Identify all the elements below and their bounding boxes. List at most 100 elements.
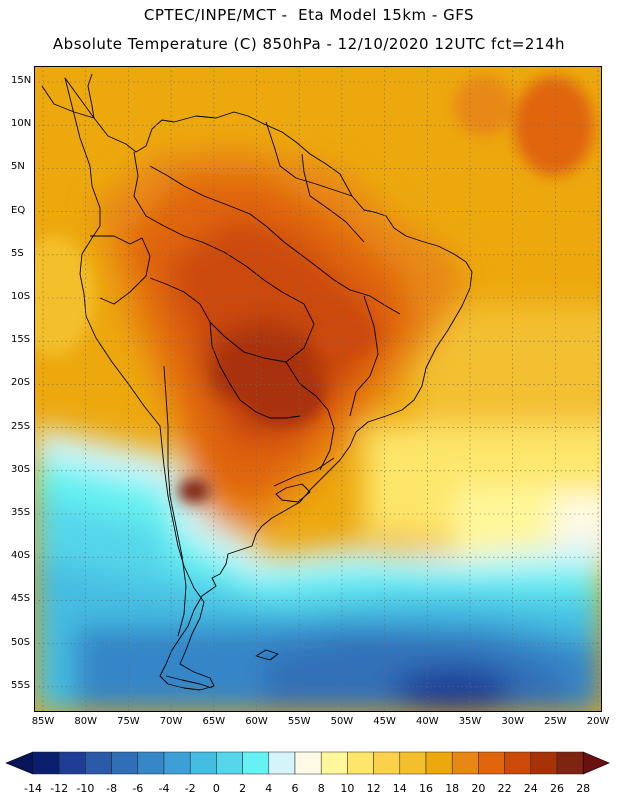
colorbar-swatch [189, 751, 217, 775]
longitude-label: 35W [458, 716, 482, 727]
border-colombia [133, 151, 265, 281]
temperature-map [34, 66, 602, 712]
colorbar-swatch [373, 751, 401, 775]
colorbar-swatch [163, 751, 191, 775]
latitude-label: 10S [11, 291, 31, 302]
colorbar [5, 751, 610, 775]
central-america-coastline [41, 85, 95, 119]
colorbar-swatch [320, 751, 348, 775]
border-bolivia-peru [149, 277, 315, 363]
latitude-label: 30S [11, 463, 31, 475]
colorbar-swatch [268, 751, 296, 775]
colorbar-tick-label: 0 [212, 782, 220, 795]
colorbar-swatch [530, 751, 558, 775]
panama-isthmus [87, 73, 95, 119]
colorbar-swatch [451, 751, 479, 775]
colorbar-swatch [242, 751, 270, 775]
latitude-label: 50S [11, 636, 31, 648]
latitude-label: 45S [11, 593, 31, 605]
border-guyanas [265, 121, 353, 197]
latitude-label: 15S [11, 334, 31, 346]
colorbar-tick-label: 8 [317, 782, 325, 795]
colorbar-swatch [347, 751, 374, 775]
longitude-label: 25W [544, 716, 567, 727]
falkland-islands [255, 649, 279, 661]
map-canvas [34, 66, 602, 712]
longitude-label: 40W [415, 716, 439, 727]
latitude-label: 40S [11, 550, 31, 562]
colorbar-swatch [399, 751, 427, 775]
colorbar-swatch [111, 751, 139, 775]
colorbar-tick-label: 16 [419, 782, 433, 795]
colorbar-swatch [478, 751, 505, 775]
map-title-line-2: Absolute Temperature (C) 850hPa - 12/10/… [52, 35, 566, 53]
south-america-coastline [64, 77, 473, 691]
graticule [34, 66, 602, 712]
tierra-del-fuego [165, 675, 213, 689]
latitude-label: 5N [11, 161, 25, 173]
map-title-line-1: CPTEC/INPE/MCT - Eta Model 15km - GFS [143, 6, 475, 24]
latitude-label: 35S [11, 507, 31, 518]
colorbar-swatch [32, 751, 60, 775]
colorbar-tick-label: -2 [184, 782, 196, 795]
colorbar-swatch [85, 751, 112, 775]
longitude-label: 50W [330, 716, 354, 727]
longitude-label: 80W [74, 716, 97, 727]
longitude-label: 85W [31, 716, 55, 727]
latitude-label: 25S [11, 420, 31, 432]
colorbar-tick-label: 22 [497, 782, 512, 795]
colorbar-swatch [216, 751, 243, 775]
latitude-label: 15N [11, 75, 32, 86]
latitude-label: 5S [11, 247, 24, 259]
colorbar-tick-label: -4 [158, 782, 170, 795]
colorbar-swatch [556, 751, 584, 775]
colorbar-tick-label: -10 [76, 782, 95, 795]
rio-de-la-plata [275, 483, 311, 503]
border-chile-argentina [163, 365, 187, 637]
colorbar-tick-label: -12 [50, 782, 69, 795]
colorbar-tick-label: 10 [340, 782, 355, 795]
map-frame [34, 66, 602, 712]
colorbar-tick-label: 18 [445, 782, 460, 795]
colorbar-tick-label: 28 [576, 782, 591, 795]
colorbar-swatch [58, 751, 86, 775]
border-argentina-bolivia [209, 321, 301, 419]
colorbar-tick-label: 26 [550, 782, 564, 795]
border-uruguay [273, 457, 335, 487]
border-ecuador-peru [90, 235, 151, 305]
colorbar-tick-label: 14 [392, 782, 407, 795]
longitude-label: 55W [287, 716, 311, 727]
colorbar-tick-label: -14 [24, 782, 42, 795]
colorbar-tick-label: -8 [106, 782, 118, 795]
temperature-field-detail [34, 76, 594, 503]
longitude-label: 60W [245, 716, 268, 727]
temperature-field-gradient [34, 146, 602, 712]
coastlines-and-borders [41, 73, 473, 691]
latitude-label: EQ [11, 204, 26, 216]
colorbar-swatch [425, 751, 453, 775]
colorbar-tick-label: 12 [366, 782, 381, 795]
longitude-label: 65W [202, 716, 226, 727]
colorbar-swatch [137, 751, 165, 775]
colorbar-right-arrow [582, 751, 610, 775]
longitude-label: 45W [373, 716, 396, 727]
colorbar-tick-label: 24 [523, 782, 538, 795]
colorbar-tick-label: -6 [132, 782, 144, 795]
colorbar-left-arrow [5, 751, 34, 775]
border-paraguay-brazil [285, 361, 335, 471]
latitude-label: 55S [11, 679, 31, 691]
border-brazil-north [149, 165, 401, 315]
border-venezuela [301, 153, 365, 243]
latitude-label: 20S [11, 377, 31, 389]
longitude-label: 75W [117, 716, 140, 727]
latitude-label: 10N [11, 118, 32, 130]
longitude-label: 20W [586, 716, 610, 727]
longitude-label: 70W [159, 716, 183, 727]
colorbar-swatch [504, 751, 532, 775]
longitude-label: 30W [501, 716, 524, 727]
colorbar-tick-label: 4 [265, 782, 273, 795]
colorbar-swatch [294, 751, 322, 775]
border-brazil-states [349, 295, 379, 417]
colorbar-tick-label: 20 [471, 782, 486, 795]
colorbar-tick-label: 2 [239, 782, 247, 795]
